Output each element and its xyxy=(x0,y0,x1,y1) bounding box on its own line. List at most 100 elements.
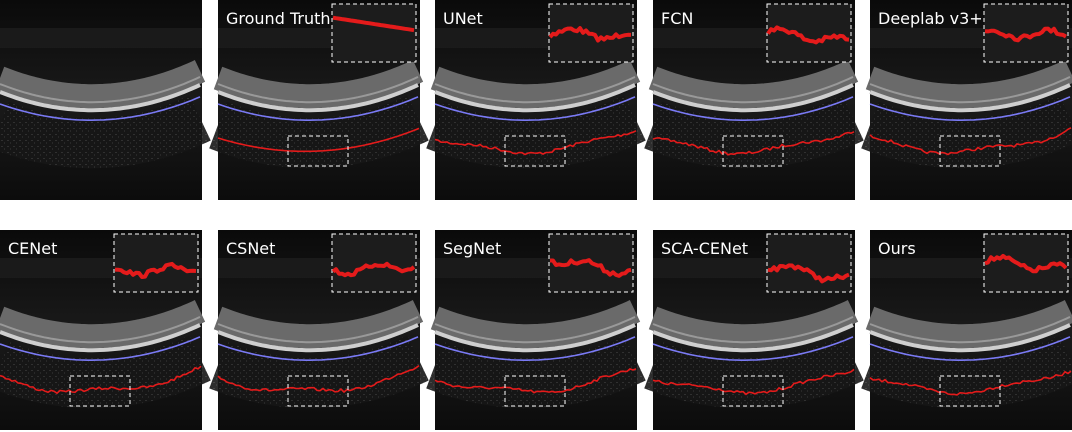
retina-bright xyxy=(0,323,201,353)
image-panel: Deeplab v3+ xyxy=(861,0,1072,200)
zoom-region xyxy=(504,135,566,167)
choroid-texture xyxy=(644,95,864,169)
inset-red-boundary xyxy=(766,25,850,45)
red-boundary xyxy=(434,130,637,156)
inset-red-boundary xyxy=(984,253,1068,274)
retina-bright xyxy=(652,323,854,353)
choroid-texture xyxy=(209,95,429,169)
inset-red-boundary xyxy=(114,261,197,279)
red-boundary xyxy=(869,127,1072,156)
inset xyxy=(113,233,199,293)
red-boundary xyxy=(217,364,420,394)
retina-line xyxy=(434,315,636,344)
red-boundary xyxy=(652,131,855,156)
inset-red-boundary xyxy=(332,15,415,33)
image-panel: Ours xyxy=(861,230,1072,430)
blue-boundary xyxy=(652,96,854,121)
retina-band xyxy=(213,60,424,109)
choroid-texture xyxy=(644,335,864,409)
inset-red-boundary xyxy=(548,26,632,43)
blue-boundary xyxy=(217,336,419,361)
retina-line xyxy=(0,75,201,104)
choroid-texture xyxy=(861,95,1072,169)
blue-boundary xyxy=(652,336,854,361)
zoom-region xyxy=(287,135,349,167)
blue-boundary xyxy=(0,336,201,361)
inset xyxy=(766,3,852,63)
choroid-texture xyxy=(426,335,646,409)
retina-line xyxy=(217,315,419,344)
retina-band xyxy=(648,60,859,109)
inset-red-boundary xyxy=(984,26,1067,43)
choroid-texture xyxy=(0,95,211,169)
retina-bright xyxy=(217,323,419,353)
retina-bright xyxy=(434,323,636,353)
method-label: CENet xyxy=(8,239,57,258)
method-label: Ground Truth xyxy=(226,9,331,28)
zoom-region xyxy=(722,135,784,167)
retina-line xyxy=(869,315,1071,344)
image-panel: Ground Truth xyxy=(209,0,429,200)
image-panel: CSNet xyxy=(209,230,429,430)
zoom-region xyxy=(722,375,784,407)
blue-boundary xyxy=(869,96,1071,121)
retina-band xyxy=(430,60,641,109)
inset xyxy=(766,233,852,293)
method-label: SCA-CENet xyxy=(661,239,748,258)
image-panel: FCN xyxy=(644,0,864,200)
zoom-region xyxy=(69,375,131,407)
blue-boundary xyxy=(434,96,636,121)
inset-red-boundary xyxy=(550,258,632,278)
zoom-region xyxy=(939,135,1001,167)
retina-line xyxy=(869,75,1071,104)
retina-bright xyxy=(652,83,854,113)
image-panel: UNet xyxy=(426,0,646,200)
method-label: SegNet xyxy=(443,239,501,258)
image-panel: SegNet xyxy=(426,230,646,430)
red-boundary xyxy=(869,370,1072,396)
blue-boundary xyxy=(0,96,201,121)
retina-line xyxy=(217,75,419,104)
retina-bright xyxy=(434,83,636,113)
retina-band xyxy=(648,300,859,349)
retina-line xyxy=(434,75,636,104)
inset-red-boundary xyxy=(331,261,416,278)
zoom-region xyxy=(504,375,566,407)
method-label: Ours xyxy=(878,239,916,258)
red-boundary xyxy=(652,368,855,396)
red-boundary xyxy=(217,127,420,153)
retina-bright xyxy=(217,83,419,113)
method-label: FCN xyxy=(661,9,693,28)
blue-boundary xyxy=(869,336,1071,361)
retina-line xyxy=(0,315,201,344)
retina-band xyxy=(430,300,641,349)
red-boundary xyxy=(0,365,202,395)
retina-band xyxy=(865,60,1072,109)
vitreous-band xyxy=(0,28,202,48)
retina-line xyxy=(652,75,854,104)
retina-band xyxy=(213,300,424,349)
retina-bright xyxy=(0,83,201,113)
zoom-region xyxy=(287,375,349,407)
choroid-texture xyxy=(209,335,429,409)
blue-boundary xyxy=(217,96,419,121)
image-panel: CENet xyxy=(0,230,211,430)
image-panel: SCA-CENet xyxy=(644,230,864,430)
retina-bright xyxy=(869,323,1071,353)
choroid-texture xyxy=(0,335,211,409)
image-panel xyxy=(0,0,211,200)
red-boundary xyxy=(434,367,637,394)
method-label: UNet xyxy=(443,9,483,28)
inset-red-boundary xyxy=(767,263,850,284)
method-label: CSNet xyxy=(226,239,275,258)
blue-boundary xyxy=(434,336,636,361)
inset xyxy=(331,3,417,63)
retina-band xyxy=(0,60,206,109)
retina-line xyxy=(652,315,854,344)
inset xyxy=(331,233,417,293)
method-label: Deeplab v3+ xyxy=(878,9,983,28)
retina-band xyxy=(0,300,206,349)
retina-band xyxy=(865,300,1072,349)
retina-bright xyxy=(869,83,1071,113)
